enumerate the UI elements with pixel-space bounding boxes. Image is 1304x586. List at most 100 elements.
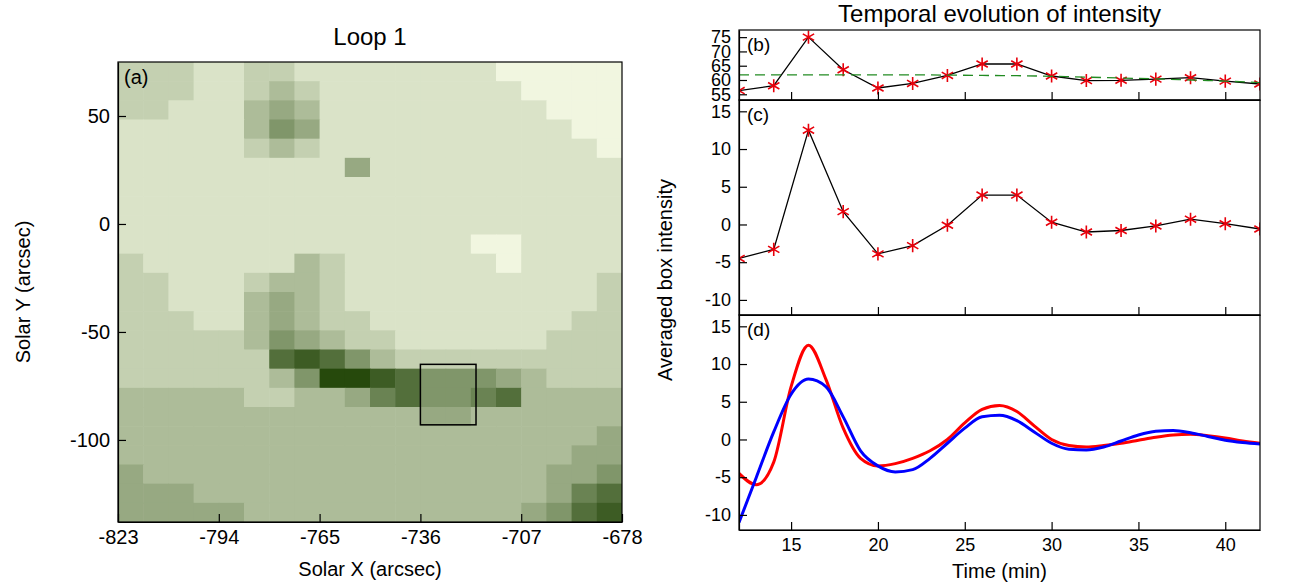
heatmap-cell (219, 254, 245, 274)
heatmap-cell (118, 196, 144, 216)
heatmap-cell (395, 445, 421, 465)
heatmap-cell (496, 100, 522, 120)
heatmap-cell (420, 311, 446, 331)
heatmap-cell (572, 426, 598, 446)
heatmap-cell (269, 100, 295, 120)
heatmap-cell (546, 388, 572, 408)
heatmap-cell (345, 350, 371, 370)
axis: -10-5051015 (705, 316, 747, 531)
axis-title: Solar X (arcsec) (298, 558, 441, 580)
heatmap-cell (521, 62, 547, 82)
heatmap-cell (420, 426, 446, 446)
heatmap-cell (471, 235, 497, 255)
heatmap-cell (546, 177, 572, 197)
heatmap-cell (370, 311, 396, 331)
heatmap-cell (320, 120, 346, 140)
heatmap-cell (521, 388, 547, 408)
heatmap-cell (395, 81, 421, 101)
heatmap-cell (269, 81, 295, 101)
heatmap-cell (294, 503, 320, 522)
heatmap-cell (597, 100, 622, 120)
tick-mark (739, 94, 747, 95)
tick-label: -5 (715, 467, 731, 487)
tick-label: -5 (715, 252, 731, 272)
heatmap-cell (496, 445, 522, 465)
heatmap-cell (168, 120, 194, 140)
series-line (739, 37, 1260, 90)
axis: 5560657075 (711, 27, 747, 104)
tick-label: -765 (300, 526, 340, 548)
heatmap-cell (496, 254, 522, 274)
heatmap-cell (395, 139, 421, 159)
heatmap-cell (395, 120, 421, 140)
tick-label: 0 (721, 215, 731, 235)
heatmap-cell (320, 235, 346, 255)
heatmap-cell (546, 407, 572, 427)
tick-mark (739, 187, 747, 188)
heatmap-cell (420, 292, 446, 312)
tick (1225, 307, 1226, 315)
heatmap-cell (446, 350, 472, 370)
heatmap-cell (244, 484, 270, 504)
heatmap-cell (345, 369, 371, 389)
heatmap-cell (597, 139, 622, 159)
tick-label: -794 (199, 526, 239, 548)
heatmap-cell (546, 81, 572, 101)
tick-label: 15 (711, 102, 731, 122)
title: Loop 1 (333, 23, 406, 50)
tick: 15 (782, 522, 802, 555)
heatmap-cell (471, 81, 497, 101)
series-line (739, 75, 1260, 83)
tick: -5 (715, 252, 747, 272)
heatmap-cell (395, 292, 421, 312)
heatmap-cell (118, 484, 144, 504)
heatmap-cell (118, 215, 144, 235)
heatmap-cell (546, 215, 572, 235)
heatmap-cell (219, 465, 245, 485)
tick: 50 (88, 105, 126, 127)
plot-area (739, 31, 1260, 97)
tick: 35 (1129, 522, 1149, 555)
heatmap-cell (143, 273, 169, 293)
heatmap-cell (471, 177, 497, 197)
heatmap-cell (521, 465, 547, 485)
marker (1254, 222, 1260, 235)
heatmap-cell (269, 62, 295, 82)
heatmap-cell (143, 311, 169, 331)
heatmap-cell (471, 215, 497, 235)
heatmap-cell (597, 81, 622, 101)
tick-label: 35 (1129, 535, 1149, 555)
tick-mark (739, 300, 747, 301)
tick: -5 (715, 467, 747, 487)
heatmap-cell (496, 177, 522, 197)
heatmap-cell (168, 350, 194, 370)
heatmap-cell (345, 196, 371, 216)
heatmap-cell (194, 445, 220, 465)
heatmap-cell (244, 196, 270, 216)
heatmap-cell (118, 445, 144, 465)
heatmap-cell (420, 330, 446, 350)
heatmap-cell (244, 330, 270, 350)
tick: 0 (99, 213, 126, 235)
tick-mark (739, 477, 747, 478)
marker (1150, 219, 1161, 232)
marker (942, 219, 953, 232)
heatmap-cell (168, 177, 194, 197)
heatmap-cell (420, 350, 446, 370)
heatmap-cell (572, 215, 598, 235)
tick-mark (739, 37, 747, 38)
tick-label: 20 (868, 535, 888, 555)
heatmap-cell (572, 292, 598, 312)
heatmap-cell (496, 503, 522, 522)
heatmap-cell (572, 235, 598, 255)
heatmap-cell (395, 177, 421, 197)
tick-mark (118, 224, 126, 225)
heatmap-cell (194, 350, 220, 370)
axis-line (118, 63, 119, 523)
heatmap-cell (572, 177, 598, 197)
heatmap-cell (471, 139, 497, 159)
heatmap-cell (521, 350, 547, 370)
heatmap-cell (446, 292, 472, 312)
heatmap-cell (269, 407, 295, 427)
heatmap-cell (269, 330, 295, 350)
